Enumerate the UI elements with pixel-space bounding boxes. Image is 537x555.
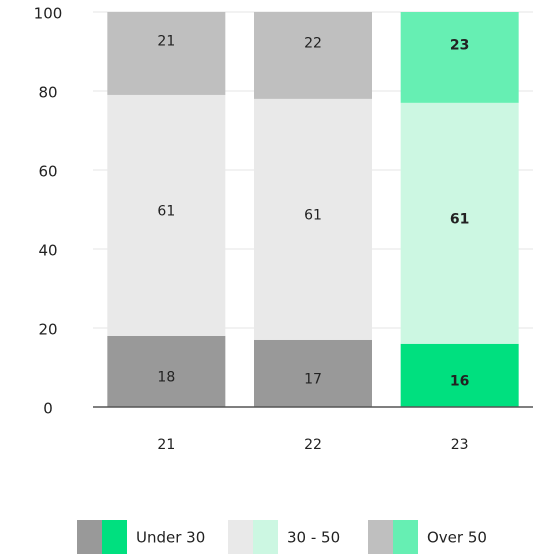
bar-segment xyxy=(400,343,519,407)
y-tick-label: 20 xyxy=(38,321,57,339)
data-label: 61 xyxy=(450,211,469,227)
bar-segment xyxy=(107,94,226,336)
bar-segment xyxy=(254,339,372,407)
legend-label: 30 - 50 xyxy=(287,529,340,547)
data-label: 16 xyxy=(450,373,469,389)
y-tick-label: 80 xyxy=(38,84,57,102)
x-tick-label: 21 xyxy=(157,437,175,453)
y-tick-label: 40 xyxy=(38,242,57,260)
legend-swatch xyxy=(253,520,278,554)
legend-swatch xyxy=(368,520,393,554)
legend-swatch xyxy=(102,520,127,554)
bar-segment xyxy=(400,102,519,344)
data-label: 21 xyxy=(157,33,175,49)
y-tick-label: 100 xyxy=(34,5,63,23)
bar-segment xyxy=(400,12,519,103)
data-label: 22 xyxy=(304,35,322,51)
bar-segment xyxy=(254,12,372,99)
data-label: 23 xyxy=(450,37,469,53)
bar-segment xyxy=(107,12,226,95)
data-label: 18 xyxy=(157,369,175,385)
legend-swatch xyxy=(228,520,253,554)
legend-label: Under 30 xyxy=(136,529,205,547)
data-label: 61 xyxy=(157,203,175,219)
bar-segment xyxy=(107,335,226,407)
y-tick-label: 0 xyxy=(43,400,53,418)
y-tick-label: 60 xyxy=(38,163,57,181)
x-tick-label: 23 xyxy=(451,437,469,453)
legend-swatch xyxy=(77,520,102,554)
x-tick-label: 22 xyxy=(304,437,322,453)
legend-swatch xyxy=(393,520,418,554)
bar-segment xyxy=(254,98,372,340)
data-label: 17 xyxy=(304,371,322,387)
data-label: 61 xyxy=(304,207,322,223)
legend-label: Over 50 xyxy=(427,529,487,547)
